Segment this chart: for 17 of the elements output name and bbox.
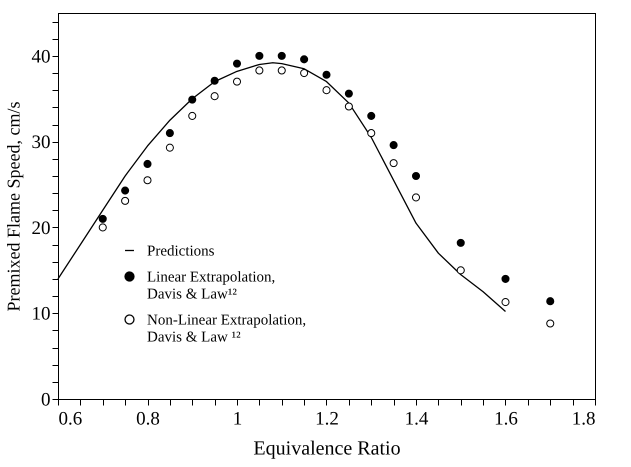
legend-label: Linear Extrapolation, Davis & Law¹² [147,270,276,302]
y-tick-label: 30 [32,132,50,154]
y-tick-label: 10 [32,304,50,325]
x-axis-title: Equivalence Ratio [253,438,401,460]
x-tick-label: 1.8 [572,408,596,430]
y-tick-label: 20 [32,218,50,239]
legend-label: Non-Linear Extrapolation, Davis & Law ¹² [147,312,306,346]
y-axis-title: Premixed Flame Speed, cm/s [4,102,24,312]
x-tick-label: 1.2 [315,408,339,430]
x-tick-label: 1.4 [404,408,429,430]
x-tick-label: 0.8 [136,408,160,430]
y-tick-label: 0 [41,390,50,410]
x-tick-label: 1 [232,408,242,430]
y-tick-label: 40 [32,46,50,68]
x-tick-label: 1.6 [494,408,518,430]
legend-label: Predictions [147,244,215,260]
x-tick-label: 0.6 [58,408,82,430]
